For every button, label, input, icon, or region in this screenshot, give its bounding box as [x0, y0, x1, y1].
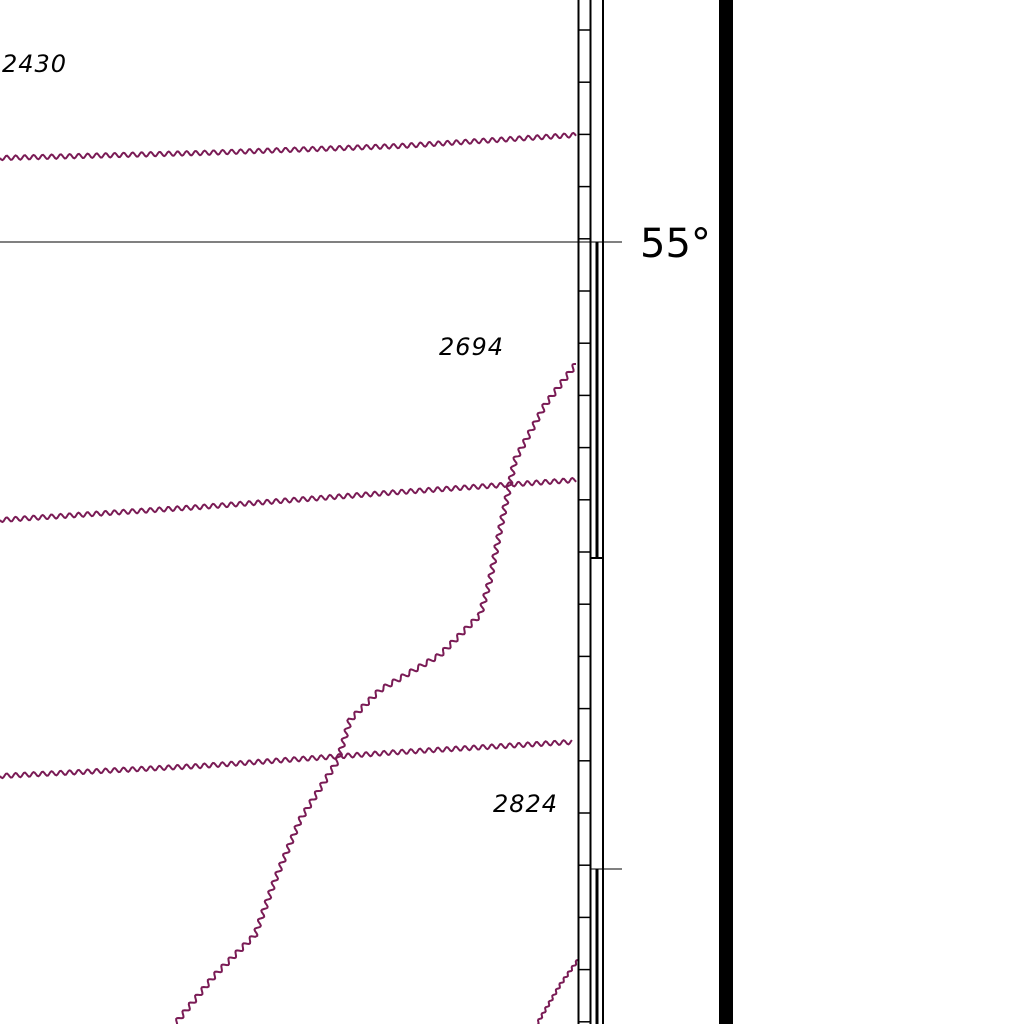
submarine-cable-5	[536, 959, 579, 1024]
submarine-cable-2	[0, 476, 577, 524]
neatline-scale-bar	[577, 0, 604, 1024]
depth-sounding-3: 2824	[493, 790, 558, 818]
depth-sounding-1: 2430	[2, 50, 67, 78]
submarine-cable-1	[0, 131, 577, 162]
outer-frame-line	[719, 0, 733, 1024]
submarine-cables	[0, 131, 579, 1024]
scale-ticks	[578, 29, 591, 1023]
submarine-cable-3	[0, 739, 573, 780]
submarine-cable-4	[175, 362, 577, 1024]
depth-sounding-2: 2694	[439, 333, 504, 361]
latitude-label: 55°	[640, 221, 711, 267]
